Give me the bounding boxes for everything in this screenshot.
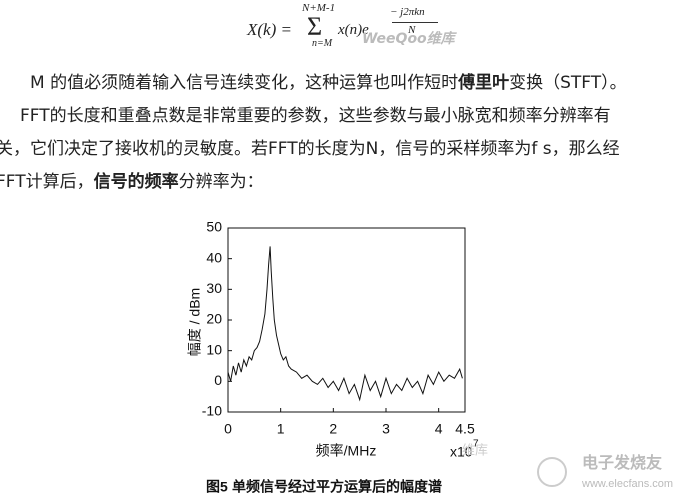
watermark-url: www.elecfans.com	[581, 478, 673, 490]
watermark: 电子发烧友	[582, 453, 663, 472]
text-run: 分辨率为：	[178, 172, 264, 192]
text-run: 信号的频率	[93, 172, 179, 192]
caption-label: 图5	[206, 479, 228, 495]
exp-num: − j2πkn	[390, 6, 425, 18]
x-tick-label: 1	[277, 421, 285, 437]
x-tick-label: 0	[224, 421, 232, 437]
paragraph: M 的值必须随着输入信号连续变化，这种运算也叫作短时傅里叶变换（STFT）。	[30, 68, 627, 93]
y-tick-label: 20	[206, 311, 222, 327]
y-tick-label: 10	[206, 341, 222, 357]
paragraph: 关，它们决定了接收机的灵敏度。若FFT的长度为N，信号的采样频率为f s，那么经	[0, 134, 620, 159]
text-run: 傅里叶	[458, 73, 510, 93]
caption-text: 单频信号经过平方运算后的幅度谱	[232, 479, 442, 495]
spectrum-line	[227, 246, 463, 402]
text-run: 关，它们决定了接收机的灵敏度。若FFT的长度为N，信号的采样频率为f s，那么经	[0, 139, 620, 159]
text-run: M 的值必须随着输入信号连续变化，这种运算也叫作短时	[30, 73, 459, 93]
formula-term: x(n)e	[338, 22, 369, 38]
fraction-bar	[392, 22, 438, 23]
text-run: FFT计算后，	[0, 172, 94, 192]
watermark: 维库	[462, 442, 488, 457]
exp-den: N	[408, 24, 416, 36]
formula-lhs: X(k) =	[247, 20, 292, 39]
y-tick-label: 0	[214, 372, 222, 388]
x-multiplier-exp: 7	[473, 439, 479, 450]
y-tick-label: 30	[206, 280, 222, 296]
y-tick-label: 50	[206, 219, 222, 235]
sum-lower: n=M	[312, 38, 333, 49]
x-tick-label: 2	[329, 421, 337, 437]
sum-sign: Σ	[307, 12, 323, 41]
logo	[537, 457, 567, 487]
x-axis-label: 频率/MHz	[316, 443, 377, 459]
x-tick-label: 4.5	[455, 421, 475, 437]
x-tick-label: 4	[435, 421, 443, 437]
x-tick-label: 3	[382, 421, 390, 437]
paragraph: FFT的长度和重叠点数是非常重要的参数，这些参数与最小脉宽和频率分辨率有	[20, 101, 611, 126]
watermark: WeeQoo维库	[362, 31, 455, 47]
x-multiplier: x10	[450, 444, 473, 460]
text-run: 变换（STFT）。	[509, 73, 627, 93]
y-axis-label: 幅度 / dBm	[187, 288, 203, 356]
sum-upper: N+M-1	[302, 2, 336, 14]
paragraph: FFT计算后，信号的频率分辨率为：	[0, 167, 264, 192]
y-tick-label: 40	[206, 249, 222, 265]
text-run: FFT的长度和重叠点数是非常重要的参数，这些参数与最小脉宽和频率分辨率有	[20, 106, 611, 126]
y-tick-label: -10	[202, 403, 222, 419]
